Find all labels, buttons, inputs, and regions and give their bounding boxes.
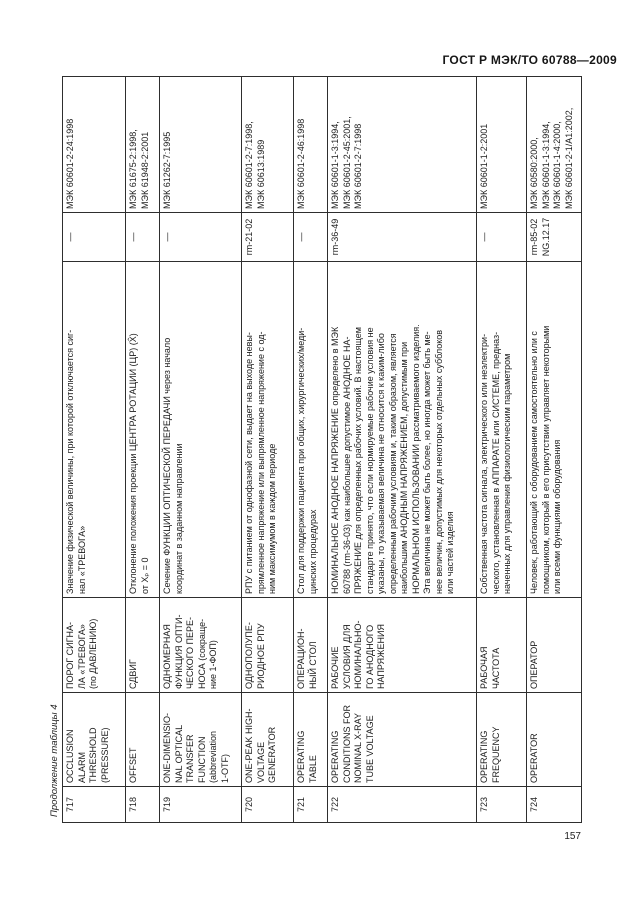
cell-num-724: 724 — [526, 786, 582, 823]
cell-en-718: OFFSET — [125, 692, 160, 787]
cell-def-718: Отклонение положения проекции ЦЕНТРА РОТ… — [125, 261, 160, 598]
cell-ru-723: РАБОЧАЯ ЧАСТОТА — [476, 597, 527, 693]
cell-num-719: 719 — [159, 786, 242, 823]
terminology-table: 717 OCCLUSION ALARM THRESHOLD (PRESSURE) П… — [62, 76, 582, 823]
cell-iec-722: МЭК 60601-1-3:1994, МЭК 60601-2-45:2001,… — [327, 76, 477, 213]
cell-num-721: 721 — [293, 786, 328, 823]
cell-iec-719: МЭК 61262-7:1995 — [159, 76, 242, 213]
cell-en-721: OPERATING TABLE — [293, 692, 328, 787]
cell-num-723: 723 — [476, 786, 527, 823]
cell-iec-723: МЭК 60601-1-2:2001 — [476, 76, 527, 213]
cell-en-722: OPERATING CONDITIONS FOR NOMINAL X-RAY T… — [327, 692, 477, 787]
cell-ru-719: ОДНОМЕРНАЯ ФУНКЦИЯ ОПТИ- ЧЕСКОГО ПЕРЕ- Н… — [159, 597, 242, 693]
table-row-723: 723 OPERATING FREQUENCY РАБОЧАЯ ЧАСТОТА Соб… — [476, 76, 527, 823]
cell-num-718: 718 — [125, 786, 160, 823]
cell-en-723: OPERATING FREQUENCY — [476, 692, 527, 787]
cell-rm-720: rm-21-02 — [241, 212, 294, 262]
cell-rm-723: — — [476, 212, 527, 262]
table-row-718: 718 OFFSET СДВИГ Отклонение положения проек… — [125, 76, 160, 823]
cell-num-717: 717 — [62, 786, 126, 823]
terminology-table-body: 717 OCCLUSION ALARM THRESHOLD (PRESSURE) П… — [62, 76, 582, 823]
cell-rm-724: rm-85-02 NG.12.17 — [526, 212, 582, 262]
cell-iec-720: МЭК 60601-2-7:1998, МЭК 60613:1989 — [241, 76, 294, 213]
cell-ru-718: СДВИГ — [125, 597, 160, 693]
table-row-724: 724 OPERATOR ОПЕРАТОР Человек, работающий с… — [526, 76, 582, 823]
cell-num-720: 720 — [241, 786, 294, 823]
cell-def-722: НОМИНАЛЬНОЕ АНОДНОЕ НАПРЯЖЕНИЕ определен… — [327, 261, 477, 598]
cell-en-720: ONE-PEAK HIGH- VOLTAGE GENERATOR — [241, 692, 294, 787]
table-row-717: 717 OCCLUSION ALARM THRESHOLD (PRESSURE) П… — [62, 76, 126, 823]
cell-iec-721: МЭК 60601-2-46:1998 — [293, 76, 328, 213]
cell-ru-717: ПОРОГ СИГНА- ЛА «ТРЕВОГА» (по ДАВЛЕНИЮ) — [62, 597, 126, 693]
cell-def-721: Стол для поддержки пациента при общих, х… — [293, 261, 328, 598]
rotated-table-block: Продолжение таблицы 4 717 OCCLUSION ALARM… — [48, 76, 582, 823]
cell-iec-717: МЭК 60601-2-24:1998 — [62, 76, 126, 213]
cell-def-719: Сечение ФУНКЦИИ ОПТИЧЕСКОЙ ПЕРЕДАЧИ чере… — [159, 261, 242, 598]
table-row-719: 719 ONE-DIMENSIO- NAL OPTICAL TRANSFER FU… — [159, 76, 242, 823]
cell-def-723: Собственная частота сигнала, электрическ… — [476, 261, 527, 598]
cell-rm-718: — — [125, 212, 160, 262]
cell-def-720: РПУ с питанием от однофазной сети, выдае… — [241, 261, 294, 598]
cell-def-717: Значение физической величины, при которо… — [62, 261, 126, 598]
table-caption: Продолжение таблицы 4 — [49, 704, 60, 817]
cell-en-717: OCCLUSION ALARM THRESHOLD (PRESSURE) — [62, 692, 126, 787]
table-row-720: 720 ONE-PEAK HIGH- VOLTAGE GENERATOR ОДНОП… — [241, 76, 294, 823]
cell-rm-722: rm-36-49 — [327, 212, 477, 262]
cell-iec-718: МЭК 61675-2:1998, МЭК 61948-2:2001 — [125, 76, 160, 213]
cell-ru-724: ОПЕРАТОР — [526, 597, 582, 693]
cell-rm-721: — — [293, 212, 328, 262]
cell-def-724: Человек, работающий с оборудованием само… — [526, 261, 582, 598]
page-number: 157 — [564, 831, 581, 842]
cell-rm-717: — — [62, 212, 126, 262]
page-title: ГОСТ Р МЭК/ТО 60788—2009 — [442, 53, 617, 67]
table-row-721: 721 OPERATING TABLE ОПЕРАЦИОН- НЫЙ СТОЛ Сто… — [293, 76, 328, 823]
cell-ru-721: ОПЕРАЦИОН- НЫЙ СТОЛ — [293, 597, 328, 693]
cell-ru-722: РАБОЧИЕ УСЛОВИЯ ДЛЯ НОМИНАЛЬНО- ГО АНОДН… — [327, 597, 477, 693]
cell-iec-724: МЭК 60580:2000, МЭК 60601-1-3:1994, МЭК … — [526, 76, 582, 213]
cell-en-719: ONE-DIMENSIO- NAL OPTICAL TRANSFER FUNCT… — [159, 692, 242, 787]
cell-ru-720: ОДНОПОЛУПЕ- РИОДНОЕ РПУ — [241, 597, 294, 693]
cell-num-722: 722 — [327, 786, 477, 823]
table-row-722: 722 OPERATING CONDITIONS FOR NOMINAL X-RA… — [327, 76, 477, 823]
cell-rm-719: — — [159, 212, 242, 262]
cell-en-724: OPERATOR — [526, 692, 582, 787]
